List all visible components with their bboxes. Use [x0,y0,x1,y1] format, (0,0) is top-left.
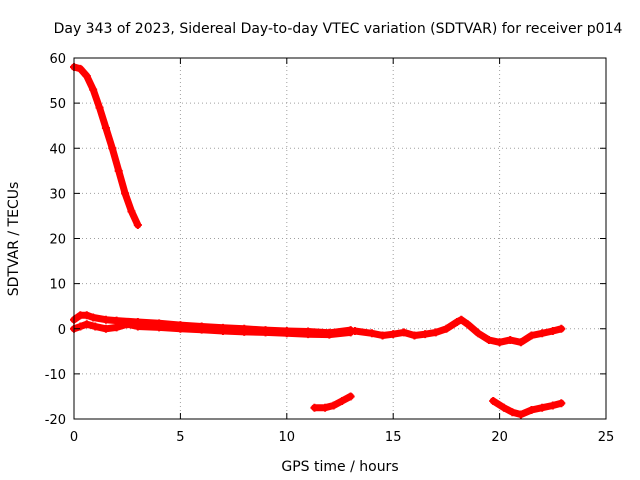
data-point [346,392,355,401]
data-point [495,338,504,347]
data-point [155,323,164,332]
data-point [114,166,123,175]
data-point [516,338,525,347]
data-point [95,103,104,112]
y-tick-label: 30 [49,187,66,202]
x-tick-label: 20 [491,430,508,445]
data-point [76,322,85,331]
x-tick-label: 5 [176,430,184,445]
x-axis-label: GPS time / hours [281,459,398,475]
data-point [378,331,387,340]
y-tick-label: 60 [49,52,66,67]
data-point [282,329,291,338]
data-point [261,328,270,337]
data-point [101,315,110,324]
x-tick-label: 25 [598,430,615,445]
y-tick-label: 0 [58,323,66,338]
y-tick-label: 20 [49,233,66,248]
data-point [367,329,376,338]
series-layer [70,63,566,419]
data-point [310,403,319,412]
data-point [457,315,466,324]
data-point [538,403,547,412]
y-tick-label: 40 [49,142,66,157]
data-point [410,331,419,340]
data-point [338,396,347,405]
data-point [527,405,536,414]
data-point [499,403,508,412]
data-point [389,330,398,339]
y-tick-label: 10 [49,278,66,293]
data-point [133,220,142,229]
x-tick-label: 0 [70,430,78,445]
data-point [82,311,91,320]
data-point [82,72,91,81]
data-point [527,331,536,340]
data-point [508,408,517,417]
data-point [197,325,206,334]
data-point [112,323,121,332]
data-point [489,396,498,405]
x-tick-label: 10 [279,430,296,445]
y-tick-label: 50 [49,97,66,112]
data-point [350,327,359,336]
data-point [89,85,98,94]
y-axis-label: SDTVAR / TECUs [6,182,22,297]
data-point [474,329,483,338]
ticks: 0 5 10 15 20 25 -20 -10 0 10 20 30 40 50 60 [45,52,615,445]
data-point [421,330,430,339]
data-point [321,403,330,412]
series-low-segment-a [310,392,355,412]
data-point [108,144,117,153]
data-point [506,336,515,345]
data-point [121,189,130,198]
data-point [176,324,185,333]
data-point [516,410,525,419]
data-point [89,313,98,322]
y-tick-label: -20 [45,413,66,428]
data-point [82,320,91,329]
data-point [557,399,566,408]
data-point [91,322,100,331]
data-point [453,317,462,326]
data-point [76,64,85,73]
x-tick-label: 15 [385,430,402,445]
data-point [399,328,408,337]
data-point [123,320,132,329]
grid [74,58,606,419]
data-point [442,324,451,333]
data-point [548,327,557,336]
data-point [101,324,110,333]
data-point [240,327,249,336]
chart-title: Day 343 of 2023, Sidereal Day-to-day VTE… [54,21,623,37]
data-point [548,401,557,410]
data-point [557,324,566,333]
data-point [101,123,110,132]
series-low-segment-b [489,396,566,419]
series-high-segment [70,63,142,229]
data-point [127,207,136,216]
y-tick-label: -10 [45,368,66,383]
series-midday-segment [350,315,566,347]
data-point [538,329,547,338]
data-point [463,320,472,329]
data-point [218,327,227,336]
data-point [325,330,334,339]
data-point [329,401,338,410]
data-point [304,330,313,339]
data-point [133,322,142,331]
data-point [484,336,493,345]
data-point [112,316,121,325]
data-point [431,328,440,337]
